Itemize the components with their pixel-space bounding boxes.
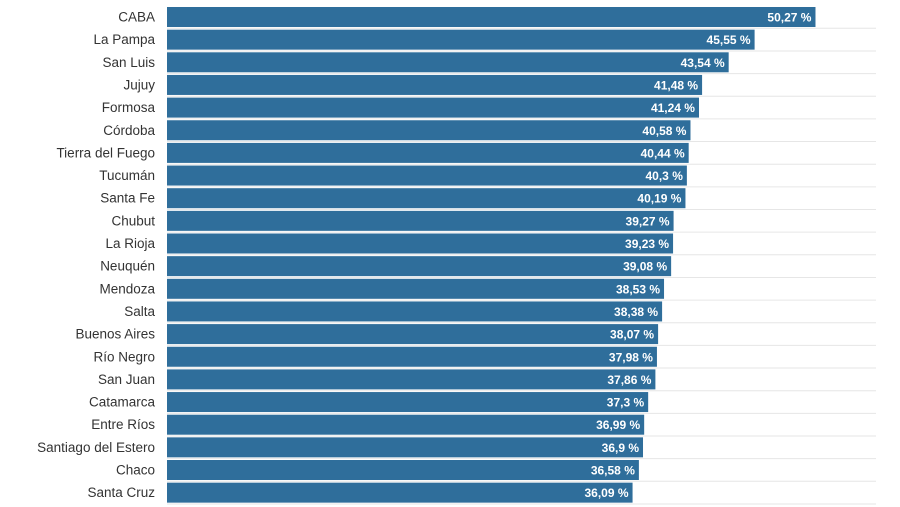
category-label: San Juan bbox=[98, 372, 155, 387]
bar bbox=[167, 460, 639, 480]
category-label: Santa Fe bbox=[100, 191, 155, 206]
value-label: 36,9 % bbox=[602, 441, 640, 455]
bar bbox=[167, 301, 663, 322]
category-label: Córdoba bbox=[103, 123, 155, 138]
bar bbox=[167, 29, 755, 50]
value-label: 36,99 % bbox=[596, 418, 640, 432]
bar bbox=[167, 120, 691, 141]
category-label: La Rioja bbox=[105, 236, 155, 251]
category-label: La Pampa bbox=[93, 32, 155, 47]
category-label: Buenos Aires bbox=[75, 327, 155, 342]
bar bbox=[167, 369, 656, 390]
bar bbox=[167, 414, 645, 435]
value-label: 41,24 % bbox=[651, 101, 695, 115]
bars bbox=[167, 7, 816, 503]
value-label: 50,27 % bbox=[767, 11, 811, 25]
category-label: Salta bbox=[124, 304, 155, 319]
value-label: 41,48 % bbox=[654, 78, 698, 92]
bar bbox=[167, 165, 687, 186]
category-label: Jujuy bbox=[123, 77, 155, 92]
bar bbox=[167, 74, 703, 95]
category-label: Entre Ríos bbox=[91, 417, 155, 432]
value-label: 36,09 % bbox=[585, 486, 629, 500]
category-label: San Luis bbox=[102, 55, 155, 70]
value-label: 39,23 % bbox=[625, 237, 669, 251]
value-label: 40,19 % bbox=[637, 192, 681, 206]
category-label: Río Negro bbox=[93, 349, 155, 364]
bar bbox=[167, 278, 665, 299]
bar bbox=[167, 188, 686, 209]
bar bbox=[167, 142, 689, 163]
value-label: 39,27 % bbox=[626, 214, 670, 228]
value-label: 37,86 % bbox=[607, 373, 651, 387]
category-label: Formosa bbox=[102, 100, 156, 115]
category-label: Chaco bbox=[116, 463, 155, 478]
category-label: Tierra del Fuego bbox=[56, 145, 155, 160]
bar bbox=[167, 97, 699, 118]
value-label: 43,54 % bbox=[681, 56, 725, 70]
value-labels: 50,27 % 45,55 % 43,54 % 41,48 % 41,24 % 40,58… bbox=[585, 11, 812, 501]
bar bbox=[167, 346, 657, 367]
bar bbox=[167, 210, 674, 231]
value-label: 40,44 % bbox=[641, 146, 685, 160]
bar bbox=[167, 437, 644, 458]
bar bbox=[167, 324, 659, 345]
category-labels: CABA La Pampa San Luis Jujuy Formosa Córdoba T… bbox=[37, 10, 155, 501]
value-label: 40,58 % bbox=[642, 124, 686, 138]
value-label: 37,3 % bbox=[607, 396, 645, 410]
bar bbox=[167, 392, 649, 413]
category-label: Chubut bbox=[111, 213, 155, 228]
value-label: 38,53 % bbox=[616, 282, 660, 296]
value-label: 40,3 % bbox=[646, 169, 684, 183]
category-label: Santiago del Estero bbox=[37, 440, 155, 455]
bar bbox=[167, 256, 672, 277]
value-label: 38,07 % bbox=[610, 328, 654, 342]
gridlines bbox=[167, 27, 876, 505]
category-label: Tucumán bbox=[99, 168, 155, 183]
category-label: Santa Cruz bbox=[87, 485, 155, 500]
category-label: Mendoza bbox=[99, 281, 155, 296]
bar bbox=[167, 482, 633, 503]
value-label: 37,98 % bbox=[609, 350, 653, 364]
bar bbox=[167, 7, 816, 27]
category-label: Neuquén bbox=[100, 259, 155, 274]
value-label: 38,38 % bbox=[614, 305, 658, 319]
value-label: 36,58 % bbox=[591, 464, 635, 478]
category-label: CABA bbox=[118, 10, 155, 25]
value-label: 39,08 % bbox=[623, 260, 667, 274]
value-label: 45,55 % bbox=[707, 33, 751, 47]
bar bbox=[167, 52, 729, 73]
category-label: Catamarca bbox=[89, 395, 156, 410]
bar bbox=[167, 233, 674, 254]
